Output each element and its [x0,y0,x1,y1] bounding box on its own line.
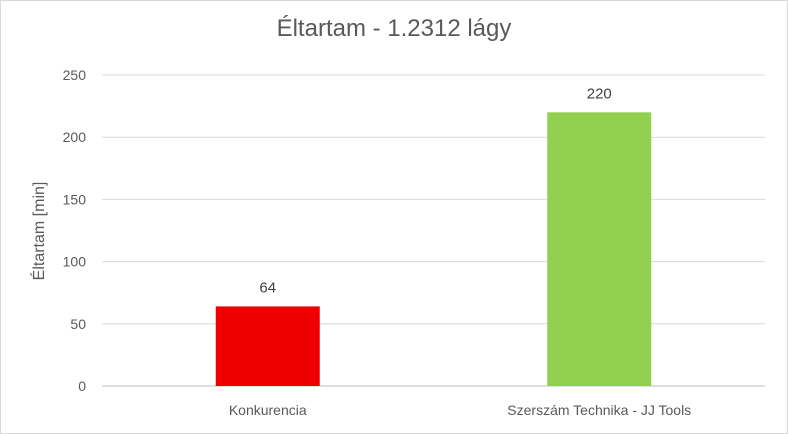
x-tick-label: Szerszám Technika - JJ Tools [507,402,691,418]
y-tick-label: 100 [63,254,87,270]
y-tick-label: 0 [78,378,86,394]
y-tick-label: 150 [63,191,87,207]
bar [215,306,320,386]
bar [547,112,652,386]
data-label: 64 [259,279,276,296]
y-tick-label: 250 [63,67,87,83]
chart-title: Éltartam - 1.2312 lágy [276,15,512,42]
data-label: 220 [587,85,612,102]
y-tick-label: 200 [63,129,87,145]
y-tick-label: 50 [70,316,86,332]
x-tick-label: Konkurencia [229,402,307,418]
